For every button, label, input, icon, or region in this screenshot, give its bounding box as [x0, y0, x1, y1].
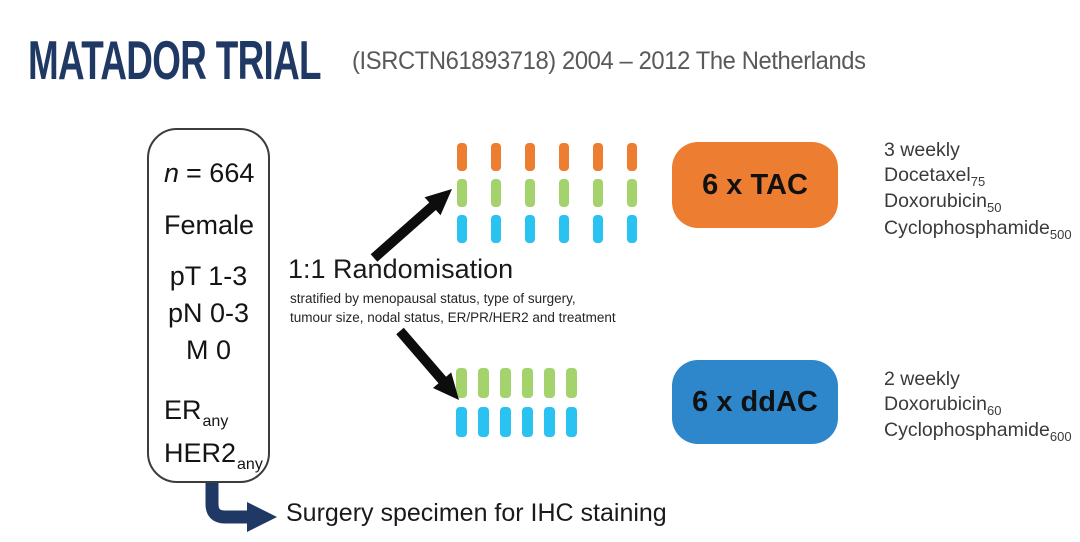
criteria-marker-group: ERany HER2any [149, 391, 268, 477]
her2-subscript: any [237, 456, 263, 473]
patient-tick-row [456, 368, 577, 398]
patient-tick [491, 179, 501, 207]
patient-tick [544, 407, 555, 437]
tac-arm-label: 6 x TAC [702, 168, 808, 201]
patient-tick [478, 407, 489, 437]
trial-title: MATADOR TRIAL [28, 29, 322, 91]
patient-tick-row [456, 407, 577, 437]
tac-schedule: 3 weekly [884, 139, 960, 161]
cohort-criteria-box: n = 664 Female pT 1-3 pN 0-3 M 0 ERany HE… [147, 128, 270, 483]
patient-tick [593, 215, 603, 243]
patient-tick [544, 368, 555, 398]
patient-tick [500, 368, 511, 398]
patient-tick [456, 368, 467, 398]
tac-regimen: 3 weekly Docetaxel75 Doxorubicin50 Cyclo… [884, 138, 1072, 242]
patient-tick [627, 179, 637, 207]
dose-subscript: 500 [1049, 226, 1072, 242]
ddac-arm-box: 6 x ddAC [672, 360, 838, 444]
strata-line-1: stratified by menopausal status, type of… [290, 291, 576, 306]
patient-tick [559, 179, 569, 207]
patient-tick [559, 215, 569, 243]
patient-tick [457, 179, 467, 207]
surgery-specimen-note: Surgery specimen for IHC staining [286, 499, 667, 527]
patient-tick [627, 215, 637, 243]
patient-tick [478, 368, 489, 398]
criteria-stage-group: pT 1-3 pN 0-3 M 0 [149, 258, 268, 369]
patient-tick [522, 368, 533, 398]
patient-tick [457, 215, 467, 243]
dose-subscript: 50 [986, 200, 1002, 215]
dose-subscript: 600 [1049, 429, 1072, 444]
patient-tick-row [457, 143, 637, 171]
patient-tick [559, 143, 569, 171]
ddac-regimen: 2 weekly Doxorubicin60 Cyclophosphamide6… [884, 367, 1072, 445]
strata-line-2: tumour size, nodal status, ER/PR/HER2 an… [290, 310, 616, 325]
ddac-arm-patient-ticks [456, 368, 577, 437]
patient-tick [525, 215, 535, 243]
ddac-schedule: 2 weekly [884, 368, 960, 390]
patient-tick [491, 215, 501, 243]
drug-line: Doxorubicin60 [884, 392, 1002, 418]
criteria-stage-pn: pN 0-3 [167, 298, 250, 328]
patient-tick [491, 143, 501, 171]
patient-tick [522, 407, 533, 437]
randomisation-title: 1:1 Randomisation [288, 254, 514, 284]
criteria-sample-size: n = 664 [149, 156, 268, 190]
patient-tick [456, 407, 467, 437]
tac-arm-box: 6 x TAC [672, 142, 838, 228]
patient-tick [593, 143, 603, 171]
patient-tick [566, 407, 577, 437]
criteria-er-status: ERany [149, 391, 268, 434]
dose-subscript: 75 [970, 173, 986, 189]
drug-line: Doxorubicin50 [884, 190, 1002, 215]
tac-arm-patient-ticks [457, 143, 637, 243]
criteria-stage-m: M 0 [185, 335, 231, 365]
criteria-stage-pt: pT 1-3 [169, 261, 248, 291]
dose-subscript: 60 [986, 402, 1002, 418]
patient-tick [627, 143, 637, 171]
n-value: = 664 [186, 158, 255, 188]
drug-line: Docetaxel75 [884, 163, 986, 189]
her2-label: HER2 [164, 438, 237, 468]
surgery-elbow-arrow-icon [205, 483, 277, 532]
patient-tick-row [457, 215, 637, 243]
patient-tick-row [457, 179, 637, 207]
drug-line: Cyclophosphamide600 [884, 419, 1072, 444]
drug-line: Cyclophosphamide500 [884, 216, 1072, 242]
patient-tick [525, 179, 535, 207]
randomisation-arrow-top-icon [370, 189, 452, 262]
patient-tick [457, 143, 467, 171]
ddac-arm-label: 6 x ddAC [692, 385, 818, 418]
randomisation-arrow-bottom-icon [396, 327, 459, 400]
criteria-her2-status: HER2any [149, 434, 268, 477]
er-label: ER [164, 395, 202, 425]
randomisation-strata: stratified by menopausal status, type of… [290, 289, 616, 327]
patient-tick [593, 179, 603, 207]
trial-subtitle: (ISRCTN61893718) 2004 – 2012 The Netherl… [352, 47, 866, 75]
patient-tick [525, 143, 535, 171]
criteria-sex: Female [164, 210, 255, 240]
patient-tick [566, 368, 577, 398]
patient-tick [500, 407, 511, 437]
er-subscript: any [202, 413, 229, 430]
n-symbol: n [164, 158, 180, 188]
